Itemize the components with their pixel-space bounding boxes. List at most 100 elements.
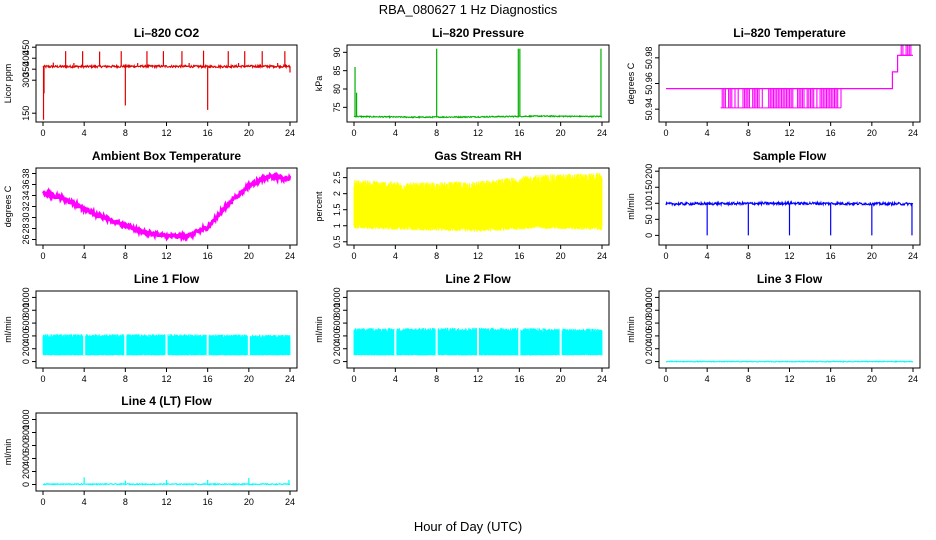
x-axis-label: Hour of Day (UTC) [414, 519, 522, 534]
panel-title: Li–820 Temperature [733, 26, 846, 40]
y-tick-label: 600 [332, 316, 342, 331]
series-li-820-temperature [666, 45, 913, 109]
y-tick-label: 34 [21, 190, 31, 200]
x-tick-label: 20 [556, 374, 566, 384]
x-tick-label: 0 [663, 251, 668, 261]
y-tick-label: 800 [21, 425, 31, 440]
y-tick-label: 0 [644, 233, 654, 238]
panel-title: Line 1 Flow [134, 272, 200, 286]
x-tick-label: 0 [663, 374, 668, 384]
x-tick-label: 8 [746, 251, 751, 261]
x-tick-label: 4 [82, 128, 87, 138]
x-tick-label: 20 [556, 251, 566, 261]
x-tick-label: 24 [285, 128, 295, 138]
x-tick-label: 12 [473, 251, 483, 261]
x-tick-label: 12 [473, 374, 483, 384]
x-tick-label: 16 [514, 251, 524, 261]
figure-title: RBA_080627 1 Hz Diagnostics [379, 2, 558, 17]
y-axis-label: degrees C [3, 185, 13, 227]
x-tick-label: 4 [393, 374, 398, 384]
y-axis-label: ml/min [314, 316, 324, 343]
x-axis: 0 4 8 12 16 20 24 [40, 245, 295, 261]
x-tick-label: 4 [705, 374, 710, 384]
series-line [666, 54, 913, 90]
x-tick-label: 8 [123, 374, 128, 384]
panel-title: Ambient Box Temperature [92, 149, 241, 163]
x-tick-label: 12 [161, 374, 171, 384]
x-tick-label: 24 [908, 128, 918, 138]
x-tick-label: 4 [82, 497, 87, 507]
x-tick-label: 0 [351, 374, 356, 384]
y-tick-label: 200 [21, 464, 31, 479]
x-tick-label: 4 [393, 251, 398, 261]
x-tick-label: 8 [123, 497, 128, 507]
x-tick-label: 4 [705, 128, 710, 138]
series-ambient-box-temperature [41, 171, 292, 243]
y-tick-label: 26 [21, 234, 31, 244]
y-tick-label: 600 [644, 316, 654, 331]
y-axis-label: ml/min [626, 316, 636, 343]
x-tick-label: 20 [867, 128, 877, 138]
plot-frame [35, 290, 298, 369]
x-tick-label: 16 [514, 128, 524, 138]
y-tick-label: 300 [21, 73, 31, 88]
panel-ambient-box-temperature: Ambient Box Temperature 0 4 8 12 16 20 24 262830… [3, 149, 298, 261]
y-tick-label: 0.5 [332, 236, 342, 249]
x-tick-label: 24 [597, 374, 607, 384]
toggle-band [720, 88, 842, 109]
toggle-band [899, 45, 912, 56]
plot-frame [658, 44, 921, 123]
x-tick-label: 12 [161, 251, 171, 261]
x-tick-label: 16 [203, 128, 213, 138]
x-tick-label: 16 [826, 374, 836, 384]
y-axis: 75 80 85 90 [332, 47, 347, 112]
y-tick-label: 2.5 [332, 171, 342, 184]
y-tick-label: 0 [332, 359, 342, 364]
y-axis-label: percent [314, 191, 324, 222]
series-line-3-flow [665, 360, 914, 364]
y-tick-label: 400 [21, 328, 31, 343]
y-axis-label: ml/min [3, 316, 13, 343]
x-tick-label: 24 [597, 251, 607, 261]
series-line [353, 114, 602, 119]
x-tick-label: 0 [351, 128, 356, 138]
x-axis: 0 4 8 12 16 20 24 [663, 368, 918, 384]
x-tick-label: 24 [597, 128, 607, 138]
y-tick-label: 80 [332, 84, 342, 94]
x-tick-label: 16 [514, 374, 524, 384]
panel-title: Li–820 CO2 [134, 26, 200, 40]
x-tick-label: 8 [434, 128, 439, 138]
x-tick-label: 20 [867, 374, 877, 384]
y-tick-label: 450 [21, 40, 31, 55]
series-sample-flow [665, 199, 914, 236]
x-tick-label: 12 [161, 497, 171, 507]
x-tick-label: 24 [908, 251, 918, 261]
x-tick-label: 12 [161, 128, 171, 138]
y-axis-label: kPa [314, 76, 324, 92]
y-axis-label: ml/min [3, 439, 13, 466]
y-tick-label: 36 [21, 179, 31, 189]
x-tick-label: 16 [203, 374, 213, 384]
y-tick-label: 2 [332, 191, 342, 196]
y-tick-label: 600 [21, 316, 31, 331]
x-tick-label: 8 [123, 251, 128, 261]
x-tick-label: 16 [826, 251, 836, 261]
y-tick-label: 150 [644, 180, 654, 195]
y-tick-label: 0 [21, 359, 31, 364]
x-axis: 0 4 8 12 16 20 24 [40, 368, 295, 384]
y-tick-label: 0 [21, 482, 31, 487]
x-tick-label: 0 [40, 497, 45, 507]
plot-frame [35, 412, 298, 492]
